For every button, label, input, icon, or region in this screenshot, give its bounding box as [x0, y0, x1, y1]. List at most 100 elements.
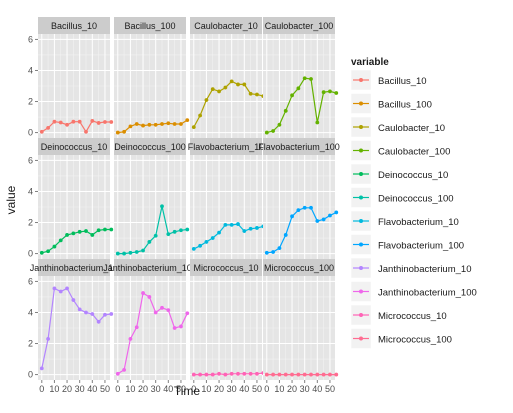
- data-point: [191, 125, 196, 130]
- data-point: [46, 336, 51, 341]
- data-point: [334, 210, 339, 215]
- data-point: [77, 307, 82, 312]
- data-point: [115, 251, 120, 256]
- data-point: [198, 372, 203, 377]
- data-point: [172, 229, 177, 234]
- data-point: [264, 250, 269, 255]
- legend-label: Bacillus_10: [378, 76, 427, 87]
- data-point: [147, 122, 152, 127]
- legend-label: Flavobacterium_10: [378, 217, 459, 228]
- data-point: [315, 372, 320, 377]
- data-point: [210, 87, 215, 92]
- data-point: [103, 227, 107, 232]
- data-point: [191, 372, 196, 377]
- data-point: [315, 120, 320, 125]
- data-point: [302, 76, 307, 81]
- legend-key-point: [359, 219, 363, 223]
- legend-key-point: [359, 148, 363, 153]
- data-point: [84, 229, 88, 233]
- facet-strip: [263, 17, 335, 34]
- facet-strip-label: Janthinobacterium_100: [103, 263, 197, 273]
- legend-key-point: [359, 242, 363, 247]
- data-point: [52, 119, 57, 124]
- x-tick-label: 50: [325, 384, 335, 394]
- legend-item: Flavobacterium_10: [350, 210, 459, 232]
- data-point: [147, 240, 152, 244]
- y-tick-label: 4: [28, 186, 33, 196]
- data-point: [242, 371, 247, 376]
- data-point: [147, 295, 152, 299]
- data-point: [210, 236, 215, 240]
- facet-strip: [38, 17, 110, 34]
- facet-panel: Caulobacter_10: [190, 17, 266, 138]
- y-tick-label: 2: [28, 218, 33, 228]
- data-point: [328, 213, 332, 218]
- data-point: [160, 122, 164, 126]
- legend-key-point: [359, 289, 363, 294]
- data-point: [141, 291, 145, 295]
- legend-label: Caulobacter_10: [378, 123, 445, 134]
- y-tick-label: 6: [28, 34, 33, 44]
- facet-strip-label: Caulobacter_10: [194, 21, 258, 31]
- data-point: [134, 250, 139, 254]
- data-point: [71, 231, 76, 236]
- data-point: [58, 238, 63, 243]
- data-point: [84, 129, 88, 134]
- data-point: [115, 371, 120, 376]
- data-point: [179, 122, 183, 126]
- data-point: [96, 121, 101, 125]
- x-tick-label: 10: [125, 384, 135, 394]
- legend-key-point: [359, 336, 363, 341]
- data-point: [328, 89, 332, 94]
- data-point: [236, 371, 240, 376]
- facet-strip-label: Flavobacterium_10: [188, 142, 265, 152]
- data-point: [46, 249, 51, 254]
- data-point: [255, 371, 259, 376]
- data-point: [84, 310, 88, 315]
- legend-key-point: [359, 172, 363, 176]
- data-point: [134, 122, 139, 126]
- data-point: [166, 308, 171, 313]
- data-point: [271, 250, 276, 254]
- data-point: [103, 120, 107, 124]
- facet-strip: [114, 259, 186, 276]
- legend-title: variable: [351, 57, 389, 68]
- facet-strip: [190, 138, 262, 155]
- y-tick-label: 0: [28, 370, 33, 380]
- y-tick-label: 0: [28, 249, 33, 259]
- facet-panel: Deinococcus_10 0 2 4 6: [28, 138, 114, 259]
- x-tick-label: 50: [176, 384, 186, 394]
- data-point: [264, 372, 269, 377]
- data-point: [65, 286, 69, 291]
- data-point: [179, 228, 183, 233]
- y-tick-label: 6: [28, 276, 33, 286]
- data-point: [277, 122, 282, 127]
- data-point: [217, 230, 221, 235]
- data-point: [290, 372, 294, 377]
- data-point: [277, 246, 282, 251]
- x-tick-label: 40: [87, 384, 97, 394]
- legend-key-point: [359, 101, 363, 106]
- legend-item: Caulobacter_100: [350, 140, 450, 161]
- data-point: [153, 122, 158, 127]
- data-point: [39, 129, 44, 134]
- data-point: [198, 243, 203, 248]
- data-point: [229, 222, 234, 227]
- data-point: [52, 286, 57, 291]
- facet-strip: [114, 17, 186, 34]
- data-point: [302, 372, 307, 377]
- legend-item: Bacillus_10: [350, 69, 427, 91]
- facet-strip-label: Janthinobacterium_10: [30, 263, 119, 273]
- y-tick-label: 2: [28, 97, 33, 107]
- data-point: [109, 120, 114, 124]
- data-point: [204, 98, 209, 102]
- data-point: [290, 93, 294, 98]
- legend-label: Micrococcus_100: [378, 335, 452, 346]
- data-point: [96, 228, 101, 233]
- x-tick-label: 20: [287, 384, 297, 394]
- x-tick-label: 40: [239, 384, 249, 394]
- data-point: [185, 118, 190, 123]
- data-point: [52, 244, 57, 249]
- data-point: [39, 366, 44, 371]
- legend-label: Caulobacter_100: [378, 147, 450, 158]
